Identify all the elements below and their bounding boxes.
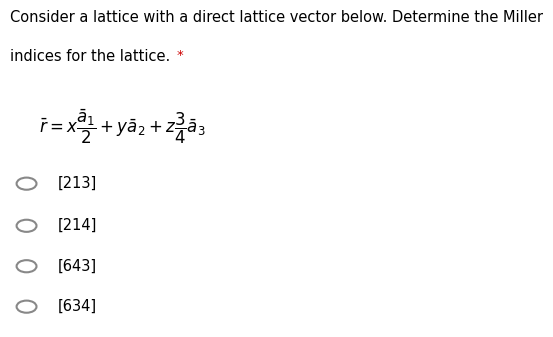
Text: indices for the lattice.: indices for the lattice. — [10, 49, 170, 64]
Text: [634]: [634] — [58, 299, 97, 314]
Text: [643]: [643] — [58, 259, 97, 274]
Text: Consider a lattice with a direct lattice vector below. Determine the Miller: Consider a lattice with a direct lattice… — [10, 10, 543, 25]
Text: [214]: [214] — [58, 218, 97, 233]
Text: $\bar{r} = x\dfrac{\bar{a}_1}{2} + y\bar{a}_2 + z\dfrac{3}{4}\bar{a}_3$: $\bar{r} = x\dfrac{\bar{a}_1}{2} + y\bar… — [39, 108, 205, 147]
Text: *: * — [177, 49, 184, 62]
Text: [213]: [213] — [58, 176, 97, 191]
